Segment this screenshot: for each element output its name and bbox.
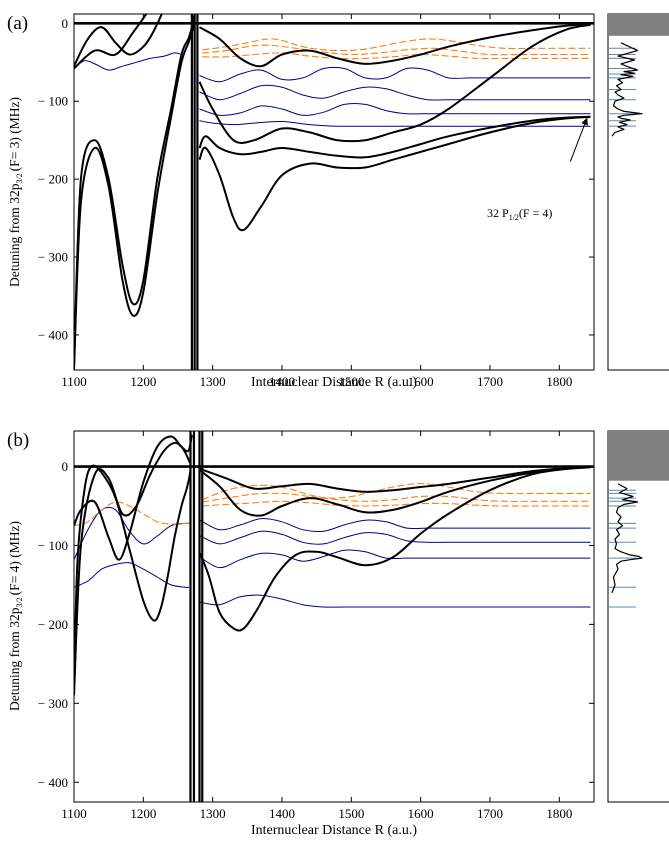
axes: 1100 1200 1300 1400 1500 1600 1700 1800 0 − 100 − … <box>38 431 594 821</box>
panel-label: (b) <box>7 430 29 451</box>
main-plot-area <box>74 14 594 370</box>
annotation-label: 32 P1/2(F = 4) <box>487 206 552 222</box>
x-axis-label: Internuclear Distance R (a.u.) <box>251 375 417 390</box>
annotation-arrow-line <box>569 117 588 162</box>
dashed-level-line <box>202 38 591 52</box>
x-tick-label: 1600 <box>408 806 434 821</box>
x-tick-label: 1800 <box>546 806 572 821</box>
main-plot-frame <box>73 430 595 803</box>
dashed-level-line <box>202 44 591 56</box>
y-tick-label: − 100 <box>38 94 68 109</box>
spectrum-panel <box>608 14 669 137</box>
dashed-level-line <box>202 500 591 507</box>
dashed-level-line <box>202 492 591 503</box>
x-tick-label: 1200 <box>130 374 156 389</box>
annotation-arrow-head <box>581 117 588 126</box>
panel-a: (a) 1100 1200 1300 1400 1500 1600 1700 1800 0 − 1… <box>7 13 669 390</box>
spectrum-trace <box>611 483 643 594</box>
potential-curve <box>198 23 591 144</box>
vibrational-level-line <box>199 84 591 101</box>
panel-label: (a) <box>7 13 28 34</box>
potential-curve <box>74 14 163 67</box>
spectrum-shade <box>608 431 669 481</box>
main-plot-frame <box>73 13 595 371</box>
spectrum-shade <box>608 14 669 36</box>
spectrum-frame <box>607 430 669 803</box>
potential-curve <box>199 465 591 493</box>
vibrational-level-line <box>200 594 591 608</box>
potential-curve <box>199 466 591 632</box>
x-axis-label: Internuclear Distance R (a.u.) <box>251 823 417 838</box>
y-axis-label: Detuning from 32p3/2(F= 3) (MHz) <box>7 97 24 287</box>
dashed-level-line <box>202 52 591 60</box>
x-tick-label: 1600 <box>408 374 434 389</box>
spectrum-trace <box>611 42 643 137</box>
panel-b: (b) 1100 1200 1300 1400 1500 1600 1700 1800 0 − 1… <box>7 430 669 838</box>
potential-curve <box>74 441 191 696</box>
vibrational-level-line <box>199 530 591 545</box>
y-tick-label: − 300 <box>38 250 68 265</box>
x-tick-label: 1800 <box>546 374 572 389</box>
potential-curve <box>198 115 591 159</box>
x-tick-label: 1100 <box>61 806 87 821</box>
dashed-level-line <box>202 482 591 501</box>
vibrational-level-line <box>199 103 591 116</box>
x-tick-label: 1700 <box>477 806 503 821</box>
y-tick-label: − 200 <box>38 617 68 632</box>
vibrational-level-line <box>199 518 591 533</box>
x-tick-label: 1400 <box>269 806 295 821</box>
x-tick-label: 1300 <box>200 806 226 821</box>
potential-curve <box>198 115 591 232</box>
y-tick-label: − 300 <box>38 696 68 711</box>
vibrational-level-line <box>74 562 190 588</box>
axes: 1100 1200 1300 1400 1500 1600 1700 1800 0 − 100 − … <box>38 14 594 389</box>
x-tick-label: 1500 <box>338 806 364 821</box>
potential-curve <box>199 466 591 517</box>
y-tick-label: − 100 <box>38 538 68 553</box>
y-tick-label: 0 <box>62 16 69 31</box>
vibrational-level-line <box>74 52 182 71</box>
x-tick-label: 1300 <box>200 374 226 389</box>
dashed-level-line <box>74 501 190 527</box>
potential-curve <box>198 23 591 68</box>
annotation-arrow <box>569 117 588 162</box>
potential-curve <box>74 15 195 367</box>
y-tick-label: − 400 <box>38 327 68 342</box>
spectrum-panel <box>608 431 669 608</box>
x-tick-label: 1500 <box>338 374 364 389</box>
vibrational-level-line <box>199 549 591 569</box>
potential-curve <box>74 14 148 70</box>
x-tick-label: 1400 <box>269 374 295 389</box>
y-tick-label: − 400 <box>38 775 68 790</box>
y-axis-label: Detuning from 32p3/2(F= 4) (MHz) <box>7 521 24 711</box>
main-plot-area <box>74 431 594 802</box>
y-tick-label: 0 <box>62 459 69 474</box>
vibrational-level-line <box>199 66 591 83</box>
potential-curve <box>74 16 196 370</box>
y-tick-label: − 200 <box>38 172 68 187</box>
x-tick-label: 1100 <box>61 374 87 389</box>
potential-curve <box>74 464 192 688</box>
spectrum-frame <box>607 13 669 371</box>
x-tick-label: 1200 <box>130 806 156 821</box>
x-tick-label: 1700 <box>477 374 503 389</box>
